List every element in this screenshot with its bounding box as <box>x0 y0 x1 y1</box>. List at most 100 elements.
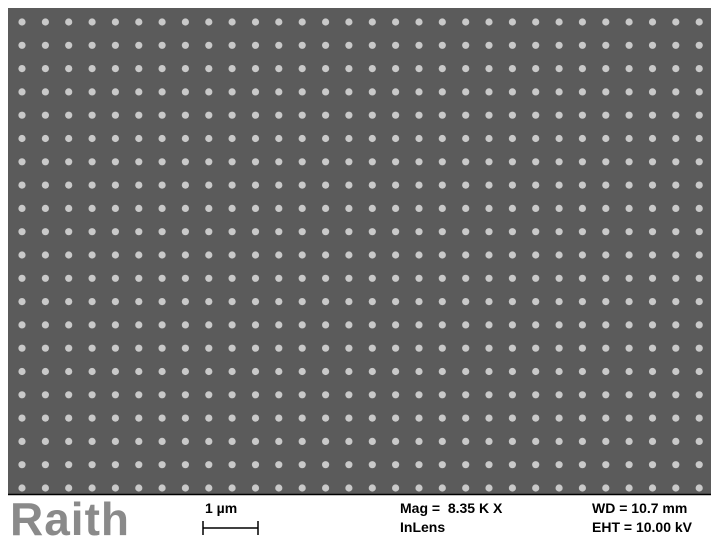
nanodot <box>532 484 539 491</box>
nanodot <box>415 345 422 352</box>
nanodot <box>229 321 236 328</box>
nanodot <box>392 88 399 95</box>
nanodot <box>89 182 96 189</box>
nanodot <box>205 368 212 375</box>
nanodot <box>299 345 306 352</box>
nanodot <box>182 415 189 422</box>
nanodot <box>252 415 259 422</box>
nanodot <box>182 182 189 189</box>
nanodot <box>65 415 72 422</box>
nanodot <box>439 18 446 25</box>
nanodot <box>159 65 166 72</box>
nanodot <box>462 251 469 258</box>
nanodot <box>672 321 679 328</box>
nanodot <box>532 228 539 235</box>
nanodot <box>602 228 609 235</box>
nanodot <box>299 205 306 212</box>
nanodot <box>626 368 633 375</box>
nanodot <box>252 88 259 95</box>
nanodot <box>65 345 72 352</box>
nanodot <box>345 65 352 72</box>
nanodot <box>65 298 72 305</box>
nanodot <box>229 345 236 352</box>
nanodot <box>135 321 142 328</box>
nanodot <box>672 368 679 375</box>
nanodot <box>65 391 72 398</box>
nanodot <box>65 112 72 119</box>
nanodot <box>182 484 189 491</box>
nanodot <box>275 18 282 25</box>
nanodot <box>462 345 469 352</box>
nanodot <box>65 205 72 212</box>
nanodot <box>672 415 679 422</box>
nanodot <box>18 438 25 445</box>
nanodot <box>649 228 656 235</box>
nanodot <box>89 205 96 212</box>
nanodot <box>626 415 633 422</box>
nanodot <box>462 275 469 282</box>
nanodot <box>415 135 422 142</box>
nanodot <box>696 18 703 25</box>
nanodot <box>275 42 282 49</box>
nanodot <box>369 18 376 25</box>
nanodot <box>649 158 656 165</box>
nanodot <box>649 415 656 422</box>
nanodot <box>322 275 329 282</box>
nanodot <box>602 298 609 305</box>
nanodot <box>135 205 142 212</box>
nanodot <box>42 275 49 282</box>
nanodot <box>485 228 492 235</box>
nanodot <box>392 42 399 49</box>
nanodot <box>205 135 212 142</box>
nanodot <box>89 438 96 445</box>
nanodot <box>322 251 329 258</box>
nanodot <box>415 415 422 422</box>
nanodot <box>182 112 189 119</box>
nanodot <box>626 158 633 165</box>
nanodot <box>18 65 25 72</box>
nanodot <box>579 251 586 258</box>
nanodot <box>672 251 679 258</box>
nanodot <box>439 368 446 375</box>
nanodot <box>275 461 282 468</box>
nanodot <box>439 461 446 468</box>
nanodot <box>696 205 703 212</box>
nanodot <box>626 484 633 491</box>
nanodot <box>579 484 586 491</box>
nanodot <box>602 461 609 468</box>
nanodot <box>579 368 586 375</box>
nanodot <box>275 112 282 119</box>
nanodot <box>135 65 142 72</box>
nanodot <box>159 321 166 328</box>
nanodot <box>415 228 422 235</box>
nanodot <box>556 251 563 258</box>
nanodot <box>532 158 539 165</box>
nanodot <box>65 228 72 235</box>
nanodot <box>65 438 72 445</box>
nanodot <box>322 391 329 398</box>
nanodot <box>135 158 142 165</box>
nanodot <box>275 275 282 282</box>
nanodot <box>369 205 376 212</box>
nanodot <box>626 321 633 328</box>
nanodot <box>229 65 236 72</box>
nanodot <box>485 321 492 328</box>
nanodot <box>369 228 376 235</box>
nanodot <box>322 88 329 95</box>
nanodot <box>392 65 399 72</box>
nanodot <box>299 65 306 72</box>
nanodot <box>649 65 656 72</box>
nanodot <box>182 18 189 25</box>
nanodot <box>205 42 212 49</box>
nanodot <box>556 461 563 468</box>
nanodot <box>299 298 306 305</box>
nanodot <box>18 368 25 375</box>
nanodot <box>345 484 352 491</box>
nanodot <box>462 65 469 72</box>
nanodot <box>322 461 329 468</box>
nanodot <box>205 112 212 119</box>
nanodot <box>556 298 563 305</box>
nanodot <box>509 158 516 165</box>
nanodot <box>626 88 633 95</box>
nanodot <box>299 321 306 328</box>
